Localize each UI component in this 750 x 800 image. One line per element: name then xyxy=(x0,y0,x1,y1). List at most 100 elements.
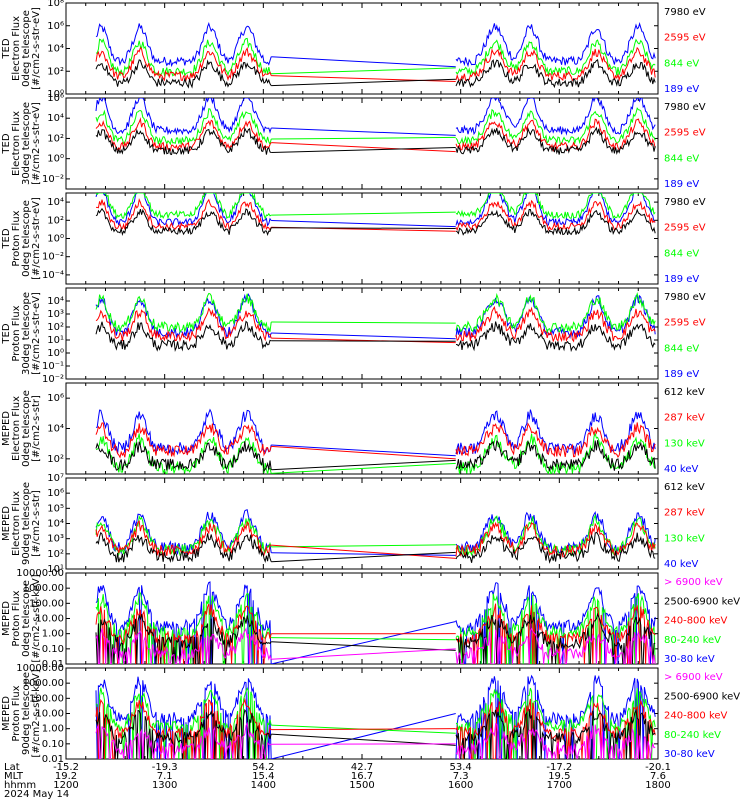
series-line xyxy=(95,674,656,759)
y-tick-label: 10⁸ xyxy=(47,0,64,9)
series-line xyxy=(96,198,656,232)
series-line xyxy=(95,291,656,335)
gap-connector xyxy=(271,211,456,216)
y-axis-label-line: TED xyxy=(1,133,12,154)
y-axis-label-line: MEPED xyxy=(1,601,12,636)
y-axis-label-line: TED xyxy=(1,38,12,59)
y-axis-label-line: MEPED xyxy=(1,411,12,446)
legend-entry: 30-80 keV xyxy=(664,654,715,665)
legend-entry: 189 eV xyxy=(664,179,699,190)
chart-panel-3: 10⁻⁴ 10⁻² 10⁰ 10² 10⁴ TEDProton Flux0deg tele… xyxy=(1,192,706,285)
footer-tick-hhmm: 1500 xyxy=(349,780,374,791)
y-axis-label: MEPEDProton Flux0deg telescope[#/cm2-s-s… xyxy=(1,574,42,662)
y-tick-label: 0.01 xyxy=(42,659,64,670)
plot-area xyxy=(95,408,656,474)
y-axis-label-line: Electron Flux xyxy=(11,491,22,556)
series-line xyxy=(95,107,656,146)
y-axis-label: MEPEDElectron Flux90deg telescope[#/cm2-… xyxy=(1,482,42,565)
series-line xyxy=(95,46,656,82)
footer-tick-hhmm: 1800 xyxy=(645,780,670,791)
y-tick-label: 10³ xyxy=(47,309,64,320)
chart-panel-1: 10⁰ 10² 10⁴ 10⁶ 10⁸ TEDElectron Flux0deg tele… xyxy=(1,0,706,100)
y-tick-label: 10.00 xyxy=(35,709,64,720)
y-axis-label-line: [#/cm2-s-str-eV] xyxy=(31,292,42,375)
legend-entry: 30-80 keV xyxy=(664,749,715,760)
series-line xyxy=(95,117,656,153)
y-tick-label: 10⁴ xyxy=(47,519,64,530)
legend-entry: 130 keV xyxy=(664,438,705,449)
gap-connector xyxy=(271,147,456,153)
gap-connector xyxy=(271,648,456,660)
legend-entry: > 6900 keV xyxy=(664,577,723,588)
y-axis-label: TEDProton Flux30deg telescope[#/cm2-s-st… xyxy=(1,292,42,375)
y-tick-label: 10² xyxy=(47,322,64,333)
gap-connector xyxy=(271,445,456,460)
y-tick-label: 10⁶ xyxy=(47,393,64,404)
y-axis-label-line: [#/cm2-s-str-eV] xyxy=(31,7,42,90)
chart-panel-7: 0.010.101.0010.00100.001000.0010000.00ME… xyxy=(1,568,740,670)
footer-tick-mlt: 19.5 xyxy=(548,771,570,782)
series-line xyxy=(95,721,656,759)
gap-connector xyxy=(271,337,456,344)
y-tick-label: 10⁴ xyxy=(47,296,64,307)
footer-row-label: MLT xyxy=(4,771,24,782)
y-axis-label-line: TED xyxy=(1,228,12,249)
legend-entry: 2595 eV xyxy=(664,128,706,139)
y-tick-label: 10⁶ xyxy=(47,21,64,32)
gap-connector xyxy=(271,78,456,87)
footer-tick-hhmm: 1600 xyxy=(448,780,473,791)
y-tick-label: 10¹ xyxy=(47,564,64,575)
y-tick-label: 10⁶ xyxy=(47,488,64,499)
legend-entry: 7980 eV xyxy=(664,197,706,208)
plot-area xyxy=(95,581,656,664)
y-axis-label-line: 90deg telescope xyxy=(21,482,32,565)
legend-entry: 2595 eV xyxy=(664,223,706,234)
gap-connector xyxy=(271,713,456,759)
y-tick-label: 10⁵ xyxy=(47,503,64,514)
y-axis-label-line: 0deg telescope xyxy=(21,580,32,657)
y-tick-label: 10⁻¹ xyxy=(42,361,64,372)
footer-tick-lat: 53.4 xyxy=(450,762,472,773)
y-tick-label: 10² xyxy=(47,66,64,77)
legend-entry: 189 eV xyxy=(664,369,699,380)
gap-connector xyxy=(271,551,456,563)
y-tick-label: 10⁰ xyxy=(47,154,64,165)
gap-connector xyxy=(271,462,456,474)
series-line xyxy=(95,422,656,459)
y-axis-label: MEPEDProton Flux90deg telescope[#/cm2-s-… xyxy=(1,669,42,757)
chart-panel-8: 0.010.101.0010.00100.001000.0010000.00ME… xyxy=(1,663,740,765)
legend-entry: 612 keV xyxy=(664,387,705,398)
gap-connector xyxy=(271,641,456,651)
gap-connector xyxy=(271,621,456,664)
gap-connector xyxy=(271,56,456,68)
panel-frame xyxy=(65,477,659,570)
legend-entry: 2500-6900 keV xyxy=(664,691,740,702)
legend-entry: 7980 eV xyxy=(664,102,706,113)
legend-entry: > 6900 keV xyxy=(664,672,723,683)
y-axis-label-line: 90deg telescope xyxy=(21,672,32,755)
y-tick-label: 10⁻² xyxy=(42,374,64,385)
y-tick-label: 10² xyxy=(47,454,64,465)
legend-entry: 80-240 keV xyxy=(664,635,721,646)
gap-connector xyxy=(271,142,456,153)
y-axis-label-line: [#/cm2-s-str] xyxy=(31,395,42,462)
series-line xyxy=(95,627,656,664)
y-axis-label-line: [#/cm2-s-str-eV] xyxy=(31,197,42,280)
series-line xyxy=(95,193,656,227)
y-axis-label-line: Proton Flux xyxy=(11,685,22,741)
footer-tick-lat: 42.7 xyxy=(351,762,373,773)
y-tick-label: 10³ xyxy=(47,534,64,545)
legend-entry: 2595 eV xyxy=(664,33,706,44)
y-axis-label-line: MEPED xyxy=(1,506,12,541)
series-line xyxy=(95,207,656,237)
y-tick-label: 10¹ xyxy=(47,335,64,346)
legend-entry: 40 keV xyxy=(664,559,698,570)
series-line xyxy=(95,305,656,343)
y-tick-label: 1000.00 xyxy=(23,678,64,689)
plot-area xyxy=(95,674,656,759)
series-line xyxy=(95,21,656,68)
footer-tick-mlt: 7.1 xyxy=(157,771,173,782)
y-tick-label: 10⁶ xyxy=(47,93,64,104)
